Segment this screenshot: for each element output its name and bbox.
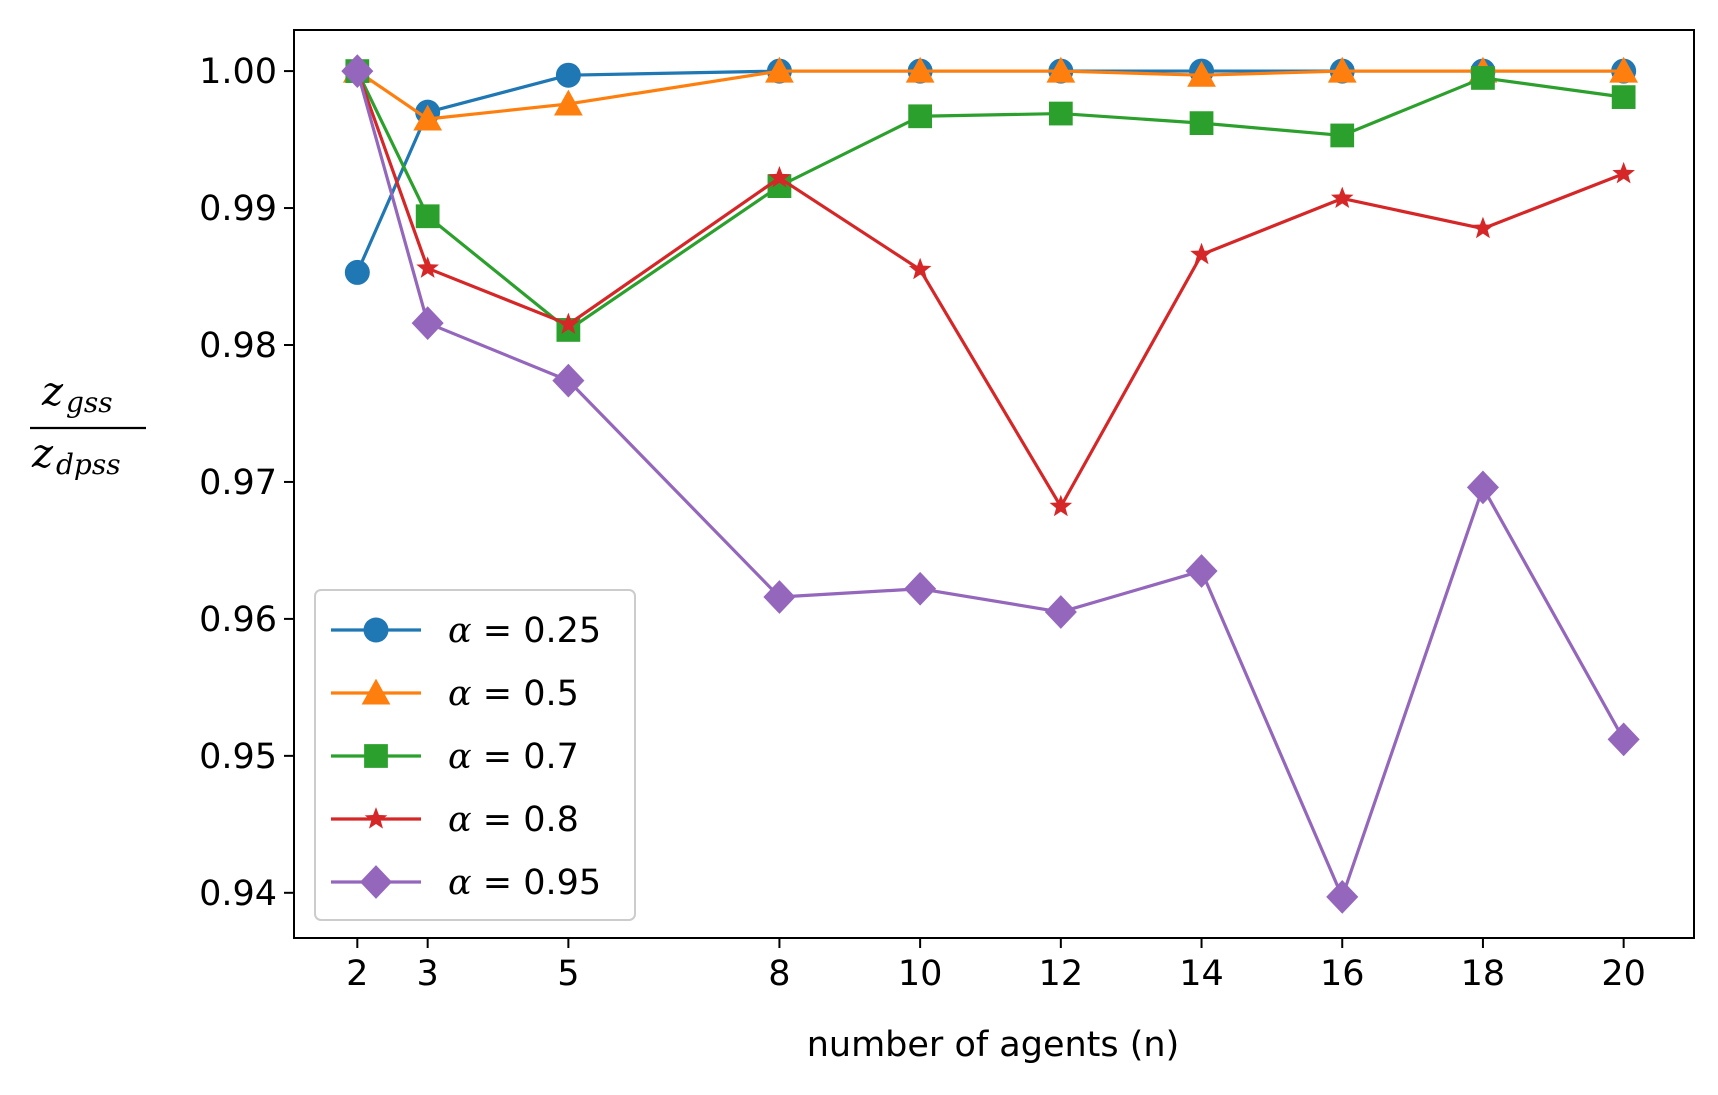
- data-point-3-7: [1330, 186, 1354, 209]
- data-point-1-6: [1187, 60, 1216, 87]
- data-point-3-4: [908, 257, 932, 280]
- data-point-2-7: [1330, 123, 1355, 148]
- legend-marker-diamond: [359, 865, 393, 899]
- data-point-1-7: [1327, 56, 1357, 83]
- data-point-0-0: [344, 259, 370, 285]
- data-point-3-1: [416, 256, 439, 278]
- legend-value: = 0.7: [472, 737, 579, 777]
- series-1: [342, 56, 1639, 131]
- legend-marker-triangle: [361, 678, 391, 705]
- data-point-3-2: [557, 312, 580, 335]
- data-point-2-4: [908, 104, 933, 129]
- data-point-3-5: [1049, 494, 1073, 517]
- x-tick-label: 18: [1461, 954, 1506, 994]
- x-tick-label: 3: [417, 954, 439, 994]
- data-point-1-5: [1046, 56, 1076, 83]
- data-point-4-0: [341, 54, 374, 88]
- x-tick-label: 8: [768, 954, 790, 994]
- x-tick-label: 20: [1601, 954, 1646, 994]
- data-point-0-2: [555, 62, 581, 88]
- legend-greek-symbol: α: [448, 737, 472, 777]
- data-point-4-6: [1185, 554, 1218, 588]
- legend-entry-1: α = 0.5: [331, 674, 579, 714]
- y-label-denominator: z: [31, 431, 54, 477]
- legend-entry-0: α = 0.25: [331, 611, 601, 651]
- legend-value: = 0.5: [472, 674, 579, 714]
- data-point-3-9: [1612, 161, 1635, 184]
- legend-value: = 0.25: [472, 611, 602, 651]
- data-point-1-4: [905, 56, 935, 83]
- legend-box: [314, 589, 636, 921]
- y-tick-label: 0.95: [199, 737, 277, 777]
- series-line-1: [356, 69, 1624, 121]
- legend-marker-star: [364, 807, 388, 829]
- y-tick-label: 0.94: [199, 874, 277, 914]
- x-axis-label: number of agents (n): [807, 1025, 1180, 1065]
- legend-marker-circle: [363, 617, 389, 643]
- data-point-3-6: [1190, 242, 1213, 265]
- legend-label: α = 0.7: [448, 737, 579, 777]
- data-point-4-3: [763, 580, 796, 614]
- y-axis-label: z gss z dpss: [30, 369, 146, 481]
- legend-greek-symbol: α: [448, 611, 472, 651]
- x-tick-label: 12: [1039, 954, 1084, 994]
- plot-area: [341, 54, 1640, 914]
- series-line-2: [355, 70, 1624, 332]
- y-tick-label: 0.96: [199, 600, 277, 640]
- series-4: [341, 54, 1640, 914]
- legend-value: = 0.8: [472, 800, 579, 840]
- data-point-2-1: [415, 204, 440, 229]
- legend-label: α = 0.8: [448, 800, 579, 840]
- legend-greek-symbol: α: [448, 674, 472, 714]
- data-point-4-5: [1044, 595, 1077, 629]
- plot-frame: [293, 29, 1695, 939]
- y-tick-label: 0.99: [199, 189, 277, 229]
- legend-label: α = 0.25: [448, 611, 601, 651]
- x-tick-label: 2: [346, 954, 368, 994]
- series-line-4: [355, 70, 1626, 899]
- legend-marker-square: [364, 744, 388, 768]
- data-point-4-1: [411, 306, 444, 340]
- data-point-4-2: [552, 363, 585, 398]
- legend-entry-2: α = 0.7: [331, 737, 579, 777]
- legend-entry-3: α = 0.8: [331, 800, 579, 840]
- x-tick-label: 10: [898, 954, 943, 994]
- y-label-numerator-sub: gss: [66, 386, 113, 419]
- legend: α = 0.25α = 0.5α = 0.7α = 0.8α = 0.95: [314, 589, 636, 921]
- data-point-4-4: [904, 571, 937, 606]
- data-point-4-7: [1326, 880, 1359, 914]
- data-point-1-1: [413, 104, 443, 131]
- data-point-2-6: [1189, 111, 1214, 136]
- series-line-3: [355, 70, 1625, 509]
- legend-value: = 0.95: [472, 863, 602, 903]
- data-point-2-8: [1471, 66, 1495, 90]
- data-point-3-3: [768, 166, 791, 188]
- legend-label: α = 0.95: [448, 863, 601, 903]
- y-label-denominator-sub: dpss: [56, 448, 121, 481]
- y-tick-label: 0.97: [199, 463, 277, 503]
- data-point-1-9: [1609, 56, 1639, 83]
- data-point-3-8: [1471, 216, 1495, 239]
- x-tick-label: 5: [557, 954, 579, 994]
- x-tick-label: 16: [1320, 954, 1365, 994]
- legend-greek-symbol: α: [448, 800, 472, 840]
- data-point-1-3: [765, 56, 794, 83]
- y-label-numerator: z: [41, 369, 64, 415]
- legend-label: α = 0.5: [448, 674, 579, 714]
- legend-entry-4: α = 0.95: [331, 863, 601, 903]
- data-point-2-5: [1048, 101, 1073, 126]
- legend-greek-symbol: α: [448, 863, 472, 903]
- y-tick-label: 0.98: [199, 326, 277, 366]
- axes: 2 3 5 8 10 12 14 16 18 20 0.94 0.95 0.96 0.97 0.98 0.99…: [199, 29, 1695, 994]
- data-point-2-9: [1611, 85, 1636, 109]
- data-point-4-8: [1466, 470, 1499, 505]
- data-point-4-9: [1607, 722, 1640, 757]
- data-point-1-2: [553, 89, 583, 116]
- x-tick-label: 14: [1179, 954, 1224, 994]
- y-tick-label: 1.00: [199, 52, 277, 92]
